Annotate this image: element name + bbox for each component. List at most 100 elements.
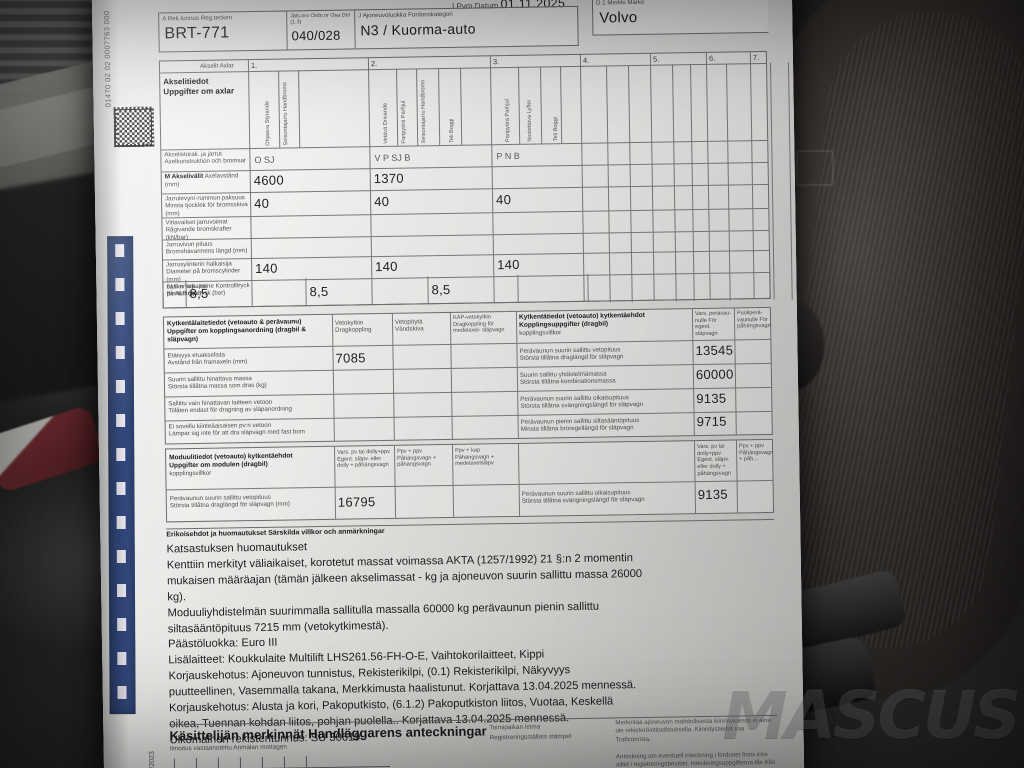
coupling-left-row-0: Etäisyys etuakselista Avstånd från frama… (167, 350, 327, 367)
axle-row-2-label: Jarrulevyn/-rummun paksuus Minsta tjockl… (165, 194, 249, 218)
coupling-right-title: Kytkentätiedot (vetoauto) kytkentäehdot … (519, 311, 689, 337)
axle-row-3-label-sv: Rågivande bromskrafter (kN/bar) (165, 225, 232, 242)
axle-col-5: 5. (652, 54, 660, 64)
axle-col-3: 3. (492, 57, 500, 67)
axle-row-5-axle2: 140 (375, 258, 398, 275)
axle-row-1-label: M Akselivälit Axelavstånd (mm) (165, 172, 249, 188)
stamp-label-sv: Registreringsställets stämpel (489, 733, 572, 742)
coupling-left-row-3-sv: Lämpar sig inte för att dra släpvagn med… (168, 428, 305, 438)
axle1-sub-2: Seisontajarru Handbroms (282, 82, 290, 146)
coupling-left-title: Kytkentälaitetiedot (vetoauto & perävaun… (167, 318, 327, 344)
coupling-left-row-2-sv: Tillåten endast för dragning av släpanor… (168, 405, 293, 415)
field-vehicle-class: J Ajoneuvoluokka Fordonskategori N3 / Ku… (355, 7, 580, 49)
axle-row-0-label-sv: Axelkonstruktion och bromsar (164, 157, 247, 166)
coupling-right-row-2-sv: Största tillåtna svängningslängd för slä… (520, 401, 644, 411)
module-left-title: Moduulitiedot (vetoauto) kytkentäehdot U… (169, 452, 329, 478)
axle3-sub-1: Paripyörä Parhjul (504, 99, 512, 143)
coupling-right-row-0-v1: 13545 (695, 342, 734, 359)
axle-row-0-axle3: P N B (496, 150, 520, 162)
coupling-left-row-0-sv: Avstånd från framaxeln (mm) (167, 358, 248, 367)
axle-col-6: 6. (708, 53, 716, 63)
module-row-left: Perävaunun suurin sallittu vetopituus St… (170, 493, 330, 510)
axle2-sub-1: Vetävä Drivande (382, 102, 390, 144)
special-conditions-section: Erikoisehdot ja huomautukset Särskilda v… (166, 518, 777, 746)
coupling-left-title-sv: Uppgifter om kopplingsanordning (dragbil… (167, 326, 307, 344)
module-row-left-v1: 16795 (337, 494, 376, 510)
axle-row-1-axle1: 4600 (253, 172, 285, 189)
coupling-right-row-3: Perävaunun pienin sallittu siltasääntöpi… (521, 416, 691, 434)
coupling-col-1: Vetopöytä Vändskiva (394, 318, 424, 334)
coupling-col-2: KAP-vetokytkin Dragkoppling för medelaxe… (452, 314, 505, 335)
coupling-left-row-0-v1: 7085 (335, 350, 366, 366)
stamp-label-fi: Toimipaikan leima (489, 723, 541, 732)
module-data-table: Moduulitiedot (vetoauto) kytkentäehdot U… (164, 438, 775, 523)
axle-row-3-label: Vittavailset jarruvoimat Rågivande broms… (165, 218, 249, 242)
axle2-sub-4: Teli Boggi (448, 118, 456, 143)
module-row-right-v1: 9135 (697, 486, 729, 503)
coupling-right-row-0: Perävaunun suurin sallittu vetopituus St… (519, 345, 689, 363)
axle-col-1: 1. (250, 60, 258, 71)
axle-row-0-axle1: O SJ (254, 154, 275, 166)
field-order-number: Jäls.nro Ordn.nr Osa Del (1.3) 040/028 (287, 10, 356, 50)
axle-row-0-axle2: V P SJ B (374, 152, 411, 164)
module-row-right-sv: Största tillåtna svängningslängd för slä… (521, 496, 645, 506)
field-b1-label: D.1 Merkki Märke (595, 0, 645, 7)
coupling-col-0: Vetokytkin Dragkoppling (334, 319, 372, 335)
field-b1-value: Volvo (599, 8, 638, 27)
dashboard-symbol-icon (796, 150, 834, 186)
field-oem-value: 040/028 (291, 27, 341, 44)
axle-row-2-axle3: 40 (495, 191, 512, 208)
axle-col-4: 4. (582, 55, 590, 65)
coupling-right-row-1-sv: Största tillåtna kombinationsmassa (519, 377, 616, 387)
coupling-right-col-1: Puoliperä- vaunulle För påhängsvagn (736, 310, 771, 330)
axle-col-2: 2. (370, 59, 378, 69)
coupling-right-row-3-sv: Minsta tillåtna broregellängd för släpva… (520, 424, 634, 434)
axle1-sub-1: Ohjaava Styrande (264, 100, 272, 146)
coupling-right-row-1-v1: 60000 (695, 366, 734, 383)
module-col-2: Ppv + kap Påhängsvagn + medelaxelsläpv (455, 447, 495, 468)
field-a-value: BRT-771 (164, 24, 230, 43)
module-right-col-1: Ppv + ppv Påhängsvagn + påh... (738, 443, 774, 463)
coupling-left-row-3: Ei sovellu kiinteäaisaisen pv:n vetoon L… (169, 421, 329, 438)
axle-corner-title: Akselitiedot Uppgifter om axlar (163, 76, 245, 96)
coupling-left-row-1-sv: Största tillåtna massa som dras (kg) (167, 382, 267, 391)
registration-document-paper: 0109275341 01470 02 02 0007763 000 - 06/… (91, 0, 805, 768)
coupling-right-title-sub: kopplingsvillkor (519, 329, 562, 337)
axle-row-2-axle1: 40 (254, 195, 270, 212)
coupling-right-row-0-sv: Största tillåtna draglängd för släpvagn (519, 353, 624, 363)
module-left-title-sub: kopplingsvillkor (169, 469, 212, 478)
coupling-data-table: Kytkentälaitetiedot (vetoauto & perävaun… (162, 306, 773, 445)
axle-row-4-label-sv: Bromshävarmens längd (mm) (165, 247, 248, 256)
axle-row-7-axle3: 8,5 (431, 281, 451, 298)
header-table-a: A Rek.tunnus Reg.tecken BRT-771 Jäls.nro… (158, 5, 580, 53)
field-j-value: N3 / Kuorma-auto (360, 20, 476, 39)
coupling-left-row-2: Sallittu vain hinattavan laitteen vetoon… (168, 398, 328, 415)
axle3-sub-2: Nostettava Lyfter (526, 99, 534, 142)
module-row-right: Perävaunun suurin sallittu oikaisupituus… (522, 488, 692, 506)
axle-row-7-axle2: 8,5 (309, 283, 329, 300)
handler-subtitle: Ilmoitus vastaanotettu Anmälan mottagen (169, 743, 287, 753)
mascus-watermark: MASCUS (722, 677, 1021, 754)
axle-row-1-label-fi: M Akselivälit (164, 172, 204, 181)
axle-data-table: Akselit Axlar Akselitiedot Uppgifter om … (158, 50, 793, 309)
handler-title: Käsittelijän merkinnät Handläggarens ant… (169, 723, 487, 744)
axle2-sub-3: Seisontajarru Handbroms (420, 79, 428, 144)
field-oem-label: Jäls.nro Ordn.nr Osa Del (1.3) (290, 12, 350, 26)
axle-corner-title-sv: Uppgifter om axlar (163, 85, 235, 97)
header-table-make: D.1 Merkki Märke Volvo (591, 0, 769, 36)
module-row-left-sv: Största tillåtna draglängd för släpvagn … (169, 500, 290, 510)
field-registration: A Rek.tunnus Reg.tecken BRT-771 (159, 11, 288, 52)
coupling-right-row-2: Perävaunun suurin sallittu oikaisupituus… (520, 393, 690, 411)
module-right-col-0: Vars. pv tai dolly+ppv Egent. släpv. ell… (696, 443, 732, 477)
axle-row-7-axle1: 8,5 (189, 285, 209, 302)
axle3-sub-3: Teli Boggi (552, 116, 560, 142)
axle-col-7: 7. (752, 53, 760, 63)
coupling-right-row-1: Suurin sallittu yhdistelmämassa Största … (520, 369, 690, 387)
axle-row-0-label: Akselistorak. ja jarrut Axelkonstruktion… (164, 150, 248, 166)
coupling-right-col-0: Vars. perävau- nulle För egent. släpvagn (694, 310, 732, 338)
axle-head-label: Akselit Axlar (199, 62, 234, 70)
coupling-right-row-2-v1: 9135 (696, 390, 727, 407)
axle-row-5-axle1: 140 (255, 260, 278, 277)
coupling-right-row-3-v1: 9715 (696, 413, 727, 430)
document-revision: - 06/2023 (148, 751, 157, 768)
